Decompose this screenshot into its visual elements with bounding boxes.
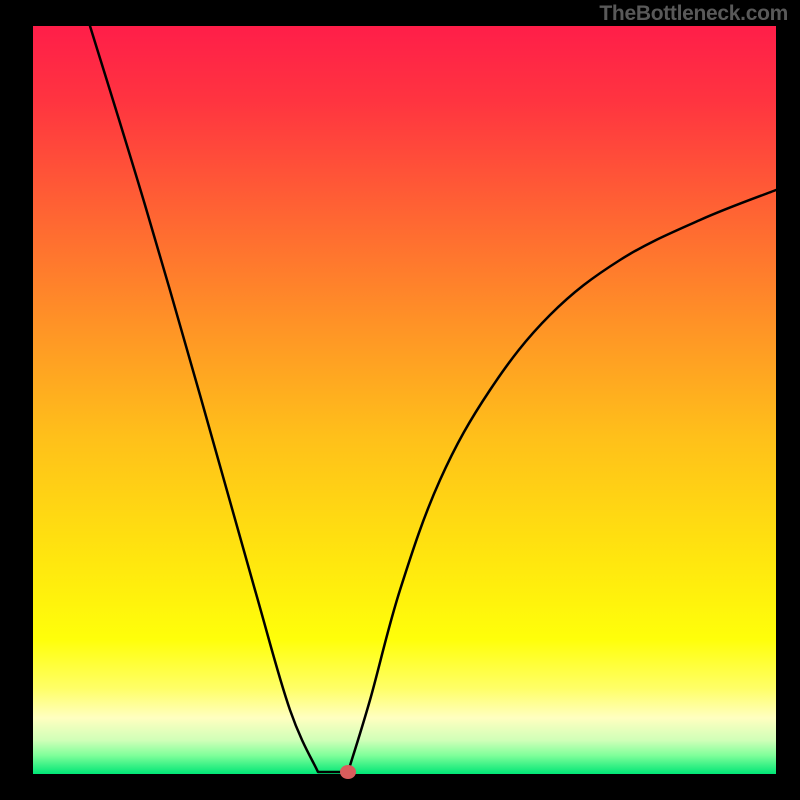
curve-layer	[0, 0, 800, 800]
chart-container: TheBottleneck.com	[0, 0, 800, 800]
bottleneck-curve	[90, 26, 776, 772]
minimum-marker	[340, 765, 356, 779]
watermark-text: TheBottleneck.com	[599, 2, 788, 26]
